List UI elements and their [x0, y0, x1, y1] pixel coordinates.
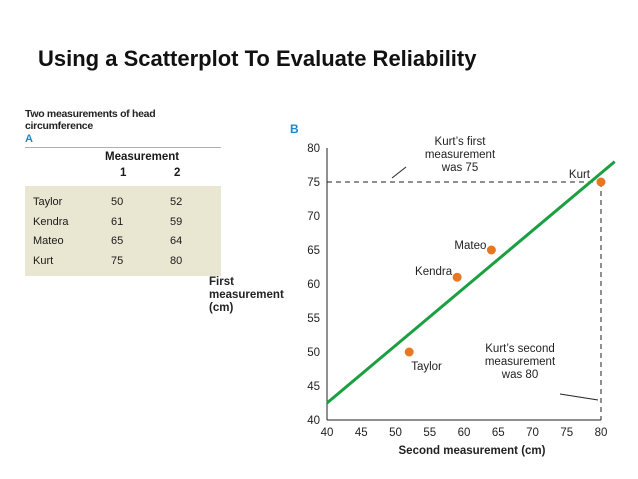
x-tick-label: 70	[526, 427, 539, 439]
data-point	[452, 272, 462, 282]
row-measurement-1: 61	[111, 215, 124, 228]
measurement-table: Two measurements of head circumference A…	[25, 108, 221, 276]
annotation-leader-second	[559, 393, 599, 401]
table-header: Measurement 1 2	[25, 148, 221, 186]
table-top-rule	[25, 147, 221, 148]
row-measurement-2: 80	[170, 254, 183, 267]
data-point	[486, 245, 496, 255]
y-tick-label: 65	[307, 245, 320, 257]
panel-label-a: A	[25, 133, 33, 145]
annotation-second: Kurt’s second measurement was 80	[485, 343, 556, 381]
slide-title: Using a Scatterplot To Evaluate Reliabil…	[38, 46, 477, 71]
row-name: Taylor	[33, 196, 63, 208]
row-measurement-1: 75	[111, 254, 124, 267]
row-measurement-1: 65	[111, 235, 124, 247]
row-measurement-2: 59	[170, 215, 183, 228]
y-tick-label: 75	[307, 177, 320, 189]
x-tick-label: 45	[355, 427, 368, 439]
row-measurement-1: 50	[111, 196, 124, 208]
point-label: Kendra	[415, 266, 453, 278]
table-header-col-2: 2	[174, 167, 181, 179]
table-caption: Two measurements of head circumference	[25, 108, 156, 132]
row-name: Kendra	[33, 215, 69, 228]
table-header-col-1: 1	[120, 167, 127, 179]
x-tick-label: 75	[560, 427, 573, 439]
point-label: Mateo	[454, 240, 486, 252]
x-tick-label: 50	[389, 427, 402, 439]
panel-label-b: B	[290, 122, 299, 136]
y-tick-label: 55	[307, 313, 320, 325]
x-tick-label: 55	[423, 427, 436, 439]
data-point	[404, 347, 414, 357]
table-row: Mateo 65 64	[25, 232, 221, 252]
table-body: Taylor 50 52 Kendra 61 59 Mateo 65 64 Ku…	[25, 186, 221, 276]
y-tick-label: 45	[307, 381, 320, 393]
y-tick-label: 70	[307, 211, 320, 223]
data-point	[596, 177, 606, 187]
point-label: Taylor	[411, 361, 442, 373]
x-tick-label: 60	[458, 427, 471, 439]
x-axis-label: Second measurement (cm)	[399, 445, 546, 457]
y-tick-label: 50	[307, 347, 320, 359]
x-tick-label: 40	[321, 427, 334, 439]
point-label: Kurt	[569, 169, 591, 181]
annotation-leader-first	[391, 166, 407, 179]
row-measurement-2: 64	[170, 235, 183, 247]
row-name: Mateo	[33, 235, 64, 247]
y-tick-label: 80	[307, 143, 320, 155]
y-axis-label: First measurement (cm)	[209, 276, 284, 314]
table-row: Kendra 61 59	[25, 213, 221, 233]
table-header-measurement: Measurement	[105, 151, 180, 163]
table-row: Taylor 50 52	[25, 193, 221, 213]
x-tick-label: 65	[492, 427, 505, 439]
row-measurement-2: 52	[170, 196, 183, 208]
x-tick-label: 80	[595, 427, 608, 439]
row-name: Kurt	[33, 254, 54, 267]
reference-line	[326, 160, 616, 405]
y-tick-label: 60	[307, 279, 320, 291]
table-row: Kurt 75 80	[25, 252, 221, 272]
annotation-first: Kurt’s first measurement was 75	[425, 136, 496, 174]
y-tick-label: 40	[307, 415, 320, 427]
